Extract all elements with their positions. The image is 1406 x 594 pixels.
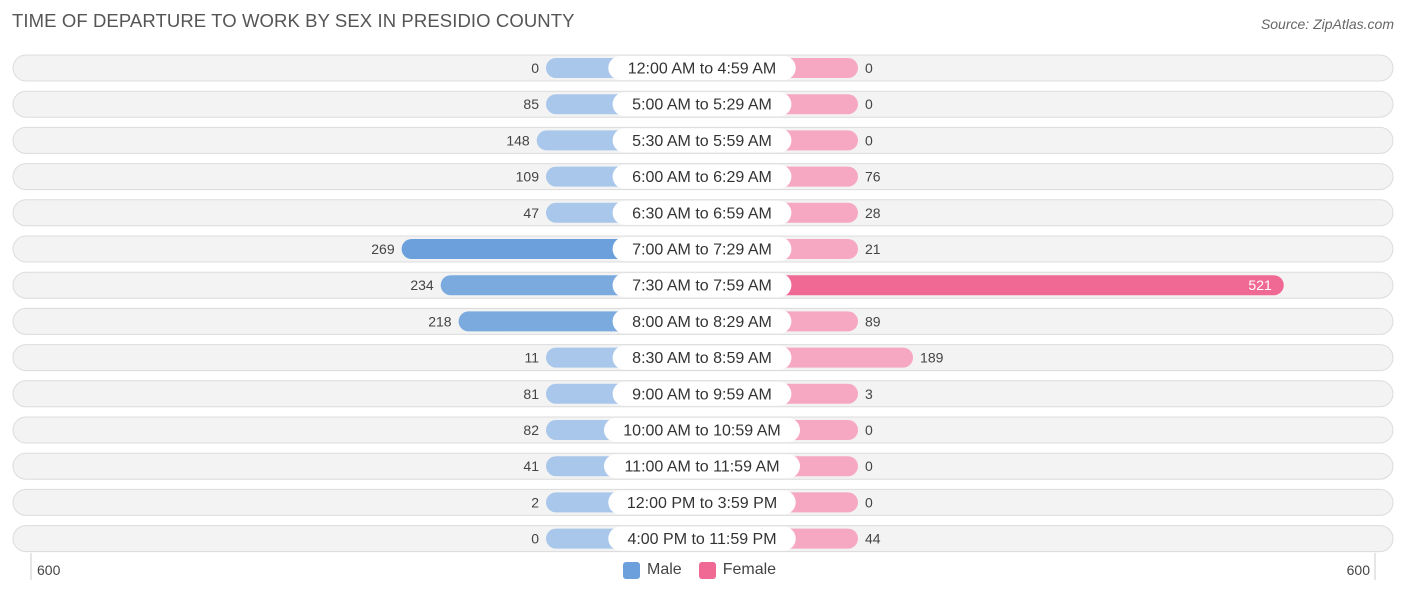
category-pill (608, 490, 796, 515)
category-label: 8:00 AM to 8:29 AM (632, 314, 772, 331)
axis-left-label: 600 (37, 562, 61, 578)
value-label-female: 0 (865, 422, 873, 438)
value-label-female: 89 (865, 313, 881, 329)
category-pill (612, 200, 792, 225)
category-label: 8:30 AM to 8:59 AM (632, 350, 772, 367)
category-label: 12:00 PM to 3:59 PM (627, 495, 777, 512)
category-pill (612, 164, 792, 189)
legend-item-female[interactable]: Female (698, 561, 777, 579)
category-label: 10:00 AM to 10:59 AM (623, 423, 780, 440)
value-label-male: 82 (523, 422, 539, 438)
axis-right-label: 600 (1346, 562, 1370, 578)
category-pill (612, 381, 792, 406)
value-label-male: 41 (523, 458, 539, 474)
value-label-male: 47 (523, 205, 539, 221)
value-label-female: 21 (865, 241, 881, 257)
category-label: 4:00 PM to 11:59 PM (627, 531, 776, 548)
category-label: 6:30 AM to 6:59 AM (632, 205, 772, 222)
category-pill (604, 418, 800, 442)
value-label-male: 11 (524, 350, 539, 366)
value-label-female: 3 (865, 386, 873, 402)
value-label-male: 218 (428, 313, 452, 329)
category-label: 11:00 AM to 11:59 AM (624, 459, 779, 476)
legend-label-female: Female (722, 561, 777, 578)
category-pill (612, 237, 792, 261)
value-label-female: 0 (865, 96, 873, 112)
value-label-male: 269 (371, 241, 395, 257)
value-label-female: 0 (865, 60, 873, 76)
category-label: 5:30 AM to 5:59 AM (632, 133, 772, 150)
bar-female[interactable] (702, 275, 1284, 296)
value-label-female: 189 (920, 350, 944, 366)
value-label-male: 2 (531, 494, 539, 510)
category-label: 7:30 AM to 7:59 AM (632, 278, 772, 295)
value-label-male: 109 (516, 169, 540, 185)
value-label-male: 81 (523, 386, 539, 402)
category-pill (608, 526, 796, 551)
value-label-female: 28 (865, 205, 881, 221)
legend-label-male: Male (647, 561, 682, 578)
category-label: 12:00 AM to 4:59 AM (628, 61, 777, 78)
category-pill (608, 56, 796, 80)
legend-swatch-male (623, 561, 640, 579)
value-label-female: 44 (865, 531, 881, 547)
value-label-female: 76 (865, 169, 881, 185)
value-label-male: 234 (410, 277, 434, 293)
source-label: Source: ZipAtlas.com (1260, 16, 1394, 32)
category-pill (604, 454, 800, 479)
category-pill (612, 128, 792, 153)
category-label: 6:00 AM to 6:29 AM (632, 169, 772, 186)
chart-title: TIME OF DEPARTURE TO WORK BY SEX IN PRES… (12, 10, 575, 31)
value-label-female: 0 (865, 132, 873, 148)
legend-swatch-female (698, 561, 716, 579)
category-label: 7:00 AM to 7:29 AM (632, 242, 772, 259)
legend: Male Female (623, 561, 793, 579)
value-label-male: 85 (523, 96, 539, 112)
value-label-male: 0 (531, 531, 539, 547)
category-pill (612, 273, 792, 298)
value-label-male: 148 (506, 132, 530, 148)
category-label: 9:00 AM to 9:59 AM (632, 386, 772, 403)
value-label-female: 521 (1248, 277, 1272, 293)
category-pill (612, 345, 792, 370)
category-pill (612, 92, 792, 117)
legend-item-male[interactable]: Male (623, 561, 682, 579)
category-label: 5:00 AM to 5:29 AM (632, 97, 772, 114)
category-pill (612, 309, 792, 334)
value-label-female: 0 (865, 494, 873, 510)
value-label-female: 0 (865, 458, 873, 474)
value-label-male: 0 (531, 60, 539, 76)
